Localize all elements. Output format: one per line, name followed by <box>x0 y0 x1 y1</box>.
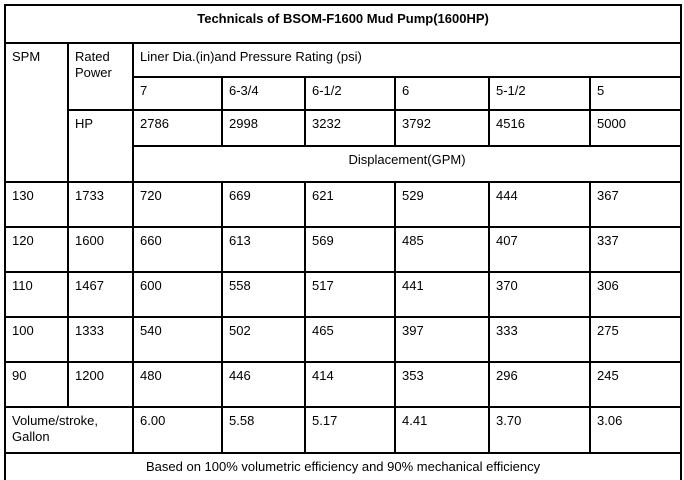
displacement-cell: 529 <box>394 181 490 228</box>
displacement-cell: 558 <box>221 271 306 318</box>
displacement-cell: 407 <box>488 226 591 273</box>
table-row: 110 1467 600 558 517 441 370 306 <box>4 271 683 318</box>
liner-size-cell: 6-3/4 <box>221 76 306 111</box>
spm-header-cell: SPM <box>4 42 69 183</box>
displacement-cell: 275 <box>588 316 683 363</box>
hp-cell: 1733 <box>67 181 134 228</box>
displacement-cell: 465 <box>304 316 396 363</box>
liner-size-cell: 5 <box>588 76 683 111</box>
footer-note: Based on 100% volumetric efficiency and … <box>3 451 683 480</box>
displacement-cell: 337 <box>588 226 683 273</box>
table-row: 130 1733 720 669 621 529 444 367 <box>4 181 683 228</box>
table-row: 120 1600 660 613 569 485 407 337 <box>4 226 683 273</box>
volume-stroke-cell: 5.17 <box>304 406 396 454</box>
volume-stroke-cell: 4.41 <box>394 406 490 454</box>
volume-stroke-label-cell: Volume/stroke, Gallon <box>4 406 134 454</box>
displacement-cell: 669 <box>221 181 306 228</box>
liner-size-cell: 7 <box>132 76 223 111</box>
displacement-cell: 444 <box>488 181 591 228</box>
displacement-cell: 370 <box>488 271 591 318</box>
table-title: Technicals of BSOM-F1600 Mud Pump(1600HP… <box>3 4 683 44</box>
pressure-rating-cell: 4516 <box>488 109 591 147</box>
displacement-cell: 414 <box>304 361 396 408</box>
displacement-cell: 600 <box>132 271 223 318</box>
displacement-cell: 446 <box>221 361 306 408</box>
table-row: 100 1333 540 502 465 397 333 275 <box>4 316 683 363</box>
displacement-cell: 660 <box>132 226 223 273</box>
displacement-cell: 296 <box>488 361 591 408</box>
volume-stroke-cell: 6.00 <box>132 406 223 454</box>
spm-cell: 100 <box>4 316 69 363</box>
hp-cell: 1600 <box>67 226 134 273</box>
volume-stroke-cell: 3.70 <box>488 406 591 454</box>
table-row: 90 1200 480 446 414 353 296 245 <box>4 361 683 408</box>
displacement-cell: 485 <box>394 226 490 273</box>
liner-pressure-header-cell: Liner Dia.(in)and Pressure Rating (psi) <box>131 42 683 78</box>
hp-cell: 1200 <box>67 361 134 408</box>
spm-cell: 110 <box>4 271 69 318</box>
displacement-cell: 441 <box>394 271 490 318</box>
displacement-cell: 502 <box>221 316 306 363</box>
volume-stroke-cell: 3.06 <box>588 406 683 454</box>
rated-power-header-cell: Rated Power <box>67 42 134 111</box>
displacement-cell: 613 <box>221 226 306 273</box>
mud-pump-spec-table: Technicals of BSOM-F1600 Mud Pump(1600HP… <box>3 4 683 480</box>
displacement-cell: 306 <box>588 271 683 318</box>
displacement-cell: 353 <box>394 361 490 408</box>
hp-cell: 1467 <box>67 271 134 318</box>
liner-size-cell: 6-1/2 <box>304 76 396 111</box>
spm-cell: 90 <box>4 361 69 408</box>
displacement-cell: 367 <box>588 181 683 228</box>
displacement-cell: 569 <box>304 226 396 273</box>
displacement-cell: 245 <box>588 361 683 408</box>
liner-size-cell: 5-1/2 <box>488 76 591 111</box>
pressure-rating-cell: 2786 <box>132 109 223 147</box>
displacement-cell: 397 <box>394 316 490 363</box>
table-row: Volume/stroke, Gallon 6.00 5.58 5.17 4.4… <box>4 406 683 454</box>
pressure-rating-cell: 5000 <box>588 109 683 147</box>
pressure-rating-cell: 2998 <box>221 109 306 147</box>
displacement-cell: 480 <box>132 361 223 408</box>
displacement-cell: 720 <box>132 181 223 228</box>
liner-size-cell: 6 <box>394 76 490 111</box>
pressure-rating-cell: 3792 <box>394 109 490 147</box>
displacement-cell: 517 <box>304 271 396 318</box>
spm-cell: 120 <box>4 226 69 273</box>
displacement-header-cell: Displacement(GPM) <box>131 145 683 183</box>
displacement-cell: 540 <box>132 316 223 363</box>
volume-stroke-cell: 5.58 <box>221 406 306 454</box>
displacement-cell: 333 <box>488 316 591 363</box>
spm-cell: 130 <box>4 181 69 228</box>
pressure-rating-cell: 3232 <box>304 109 396 147</box>
hp-header-cell: HP <box>67 109 134 183</box>
hp-cell: 1333 <box>67 316 134 363</box>
displacement-cell: 621 <box>304 181 396 228</box>
